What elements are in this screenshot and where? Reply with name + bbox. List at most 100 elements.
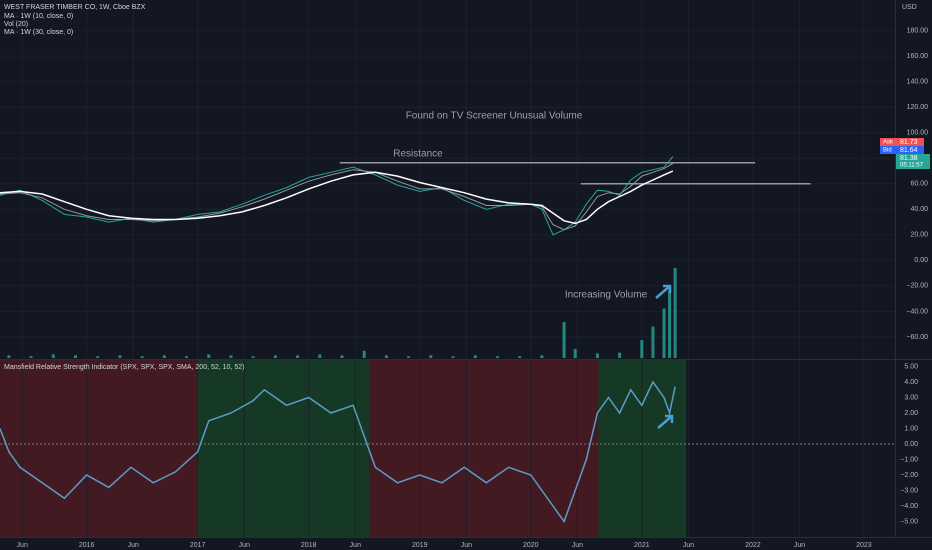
x-tick-label: 2022: [745, 542, 761, 549]
y-tick-label: 4.00: [904, 379, 918, 386]
y-tick-label: 2.00: [904, 410, 918, 417]
y-tick-label: 60.00: [910, 181, 928, 188]
x-tick-label: Jun: [794, 542, 805, 549]
y-tick-label: 5.00: [904, 363, 918, 370]
ask-box: [896, 138, 924, 146]
volume-bar: [162, 355, 166, 358]
trend-zone: [598, 360, 687, 537]
y-tick-label: −5.00: [900, 518, 918, 525]
volume-bar: [562, 322, 566, 358]
volume-bar: [51, 354, 55, 358]
volume-bar: [384, 355, 388, 358]
volume-bar: [185, 356, 189, 358]
volume-bar: [96, 356, 100, 358]
x-tick-label: Jun: [350, 542, 361, 549]
x-tick-label: Jun: [461, 542, 472, 549]
volume-bar: [573, 349, 577, 358]
volume-bar: [74, 355, 78, 358]
x-tick-label: Jun: [17, 542, 28, 549]
volume-bar: [540, 355, 544, 358]
volume-bar: [473, 355, 477, 358]
ask-label: Ask: [883, 140, 894, 146]
x-tick-label: 2019: [412, 542, 428, 549]
legend-entry: MA · 1W (10, close, 0): [4, 13, 73, 20]
volume-bar: [495, 356, 499, 358]
volume-bar: [518, 356, 522, 358]
y-tick-label: 1.00: [904, 425, 918, 432]
annotation: Resistance: [393, 149, 443, 160]
volume-bar: [673, 268, 677, 358]
y-tick-label: −20.00: [906, 283, 928, 290]
y-tick-label: 140.00: [907, 79, 929, 86]
last-price: 81.38: [900, 155, 918, 162]
y-tick-label: 0.00: [914, 257, 928, 264]
bid-tag: [880, 146, 896, 154]
y-tick-label: −40.00: [906, 308, 928, 315]
annotation: Found on TV Screener Unusual Volume: [406, 111, 583, 122]
currency: USD: [902, 4, 917, 11]
ask-value: 81.73: [900, 139, 918, 146]
x-tick-label: 2020: [523, 542, 539, 549]
volume-bar: [207, 354, 211, 358]
legend-entry: MA · 1W (30, close, 0): [4, 29, 73, 36]
y-tick-label: 3.00: [904, 394, 918, 401]
volume-bar: [668, 290, 672, 358]
trend-zone: [197, 360, 370, 537]
y-tick-label: −3.00: [900, 487, 918, 494]
title: WEST FRASER TIMBER CO, 1W, Cboe BZX: [4, 4, 146, 11]
volume-bar: [595, 353, 599, 358]
bid-box: [896, 146, 924, 154]
x-tick-label: Jun: [572, 542, 583, 549]
x-tick-label: Jun: [239, 542, 250, 549]
bid-label: Bid: [883, 148, 892, 154]
y-tick-label: −60.00: [906, 334, 928, 341]
volume-bar: [251, 356, 255, 358]
volume-bar: [29, 356, 33, 358]
trend-zone: [369, 360, 599, 537]
x-tick-label: 2017: [190, 542, 206, 549]
y-tick-label: −1.00: [900, 456, 918, 463]
countdown: 05:11:57: [900, 163, 924, 169]
volume-bar: [140, 356, 144, 358]
rs-line: [0, 380, 676, 524]
volume-bar: [340, 355, 344, 358]
volume-bar: [7, 355, 11, 358]
annotation: Increasing Volume: [565, 290, 648, 301]
moving-average: [0, 162, 674, 231]
volume-bar: [296, 355, 300, 358]
x-tick-label: Jun: [128, 542, 139, 549]
indicator-title: Mansfield Relative Strength Indicator (S…: [4, 364, 244, 371]
ask-tag: [880, 138, 896, 146]
trend-zone: [0, 360, 198, 537]
volume-bar: [273, 355, 277, 358]
moving-average: [0, 170, 674, 225]
last-price-box: [896, 154, 930, 169]
x-tick-label: 2021: [634, 542, 650, 549]
y-tick-label: 180.00: [907, 27, 929, 34]
legend-entry: Vol (20): [4, 21, 28, 28]
x-tick-label: 2016: [79, 542, 95, 549]
bid-value: 81.64: [900, 147, 918, 154]
volume-bar: [662, 308, 666, 358]
volume-bar: [429, 355, 433, 358]
y-tick-label: 0.00: [904, 441, 918, 448]
arrow: [655, 284, 672, 299]
volume-bar: [451, 356, 455, 358]
y-tick-label: 20.00: [910, 232, 928, 239]
volume-bar: [318, 354, 322, 358]
y-tick-label: 40.00: [910, 206, 928, 213]
volume-bar: [362, 350, 366, 358]
volume-bar: [229, 355, 233, 358]
y-tick-label: 160.00: [907, 53, 929, 60]
volume-bar: [118, 355, 122, 358]
volume-bar: [651, 326, 655, 358]
x-tick-label: 2023: [856, 542, 872, 549]
y-tick-label: −2.00: [900, 472, 918, 479]
x-tick-label: 2018: [301, 542, 317, 549]
y-tick-label: 100.00: [907, 130, 929, 137]
arrow: [657, 414, 674, 429]
y-tick-label: 120.00: [907, 104, 929, 111]
volume-bar: [640, 340, 644, 358]
